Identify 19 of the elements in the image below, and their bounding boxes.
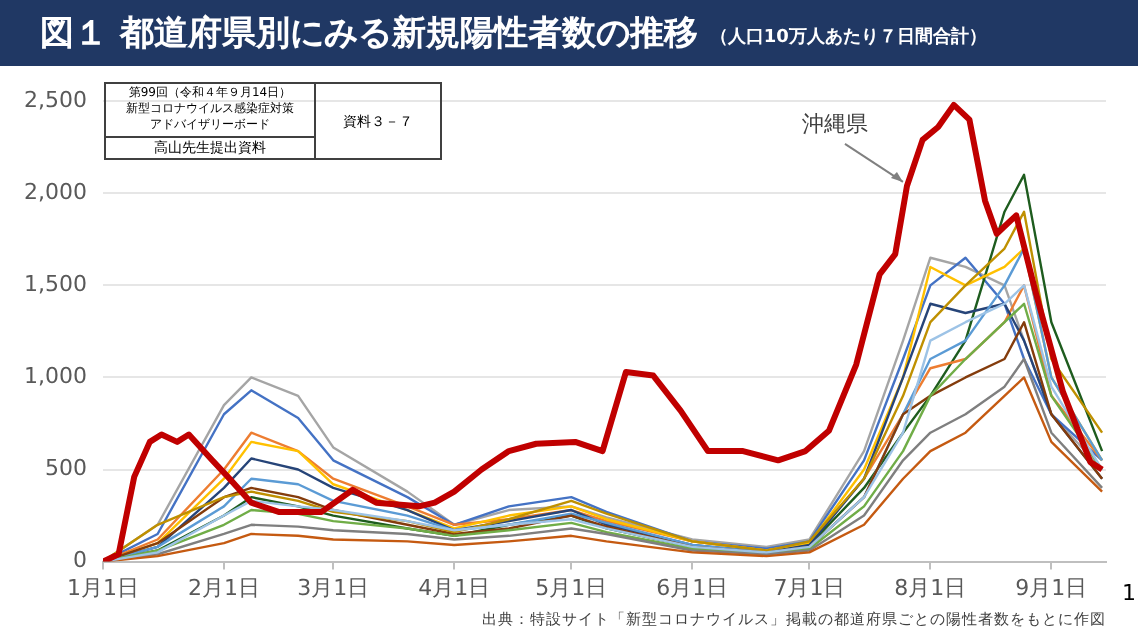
chart-subtitle: （人口10万人あたり７日間合計） [709,24,987,50]
x-tick-label: 3月1日 [297,574,370,601]
x-tick-label: 6月1日 [656,574,729,601]
y-tick-label: 1,500 [23,271,87,298]
annotation: 沖縄県 [801,110,868,137]
y-tick-label: 2,500 [23,86,87,113]
x-tick-label: 4月1日 [418,574,491,601]
y-tick-label: 1,000 [23,363,87,390]
chart-title: 図１ 都道府県別にみる新規陽性者数の推移 [40,12,698,56]
text: 1 [1122,580,1136,606]
x-tick-label: 1月1日 [66,574,139,601]
y-tick-label: 500 [44,455,87,482]
y-tick-label: 2,000 [23,179,87,205]
y-tick-label: 0 [72,547,87,574]
x-tick-label: 5月1日 [535,574,608,601]
x-tick-label: 9月1日 [1015,574,1088,601]
x-tick-label: 7月1日 [773,574,846,601]
x-tick-label: 8月1日 [894,574,967,601]
x-tick-label: 2月1日 [187,574,260,601]
